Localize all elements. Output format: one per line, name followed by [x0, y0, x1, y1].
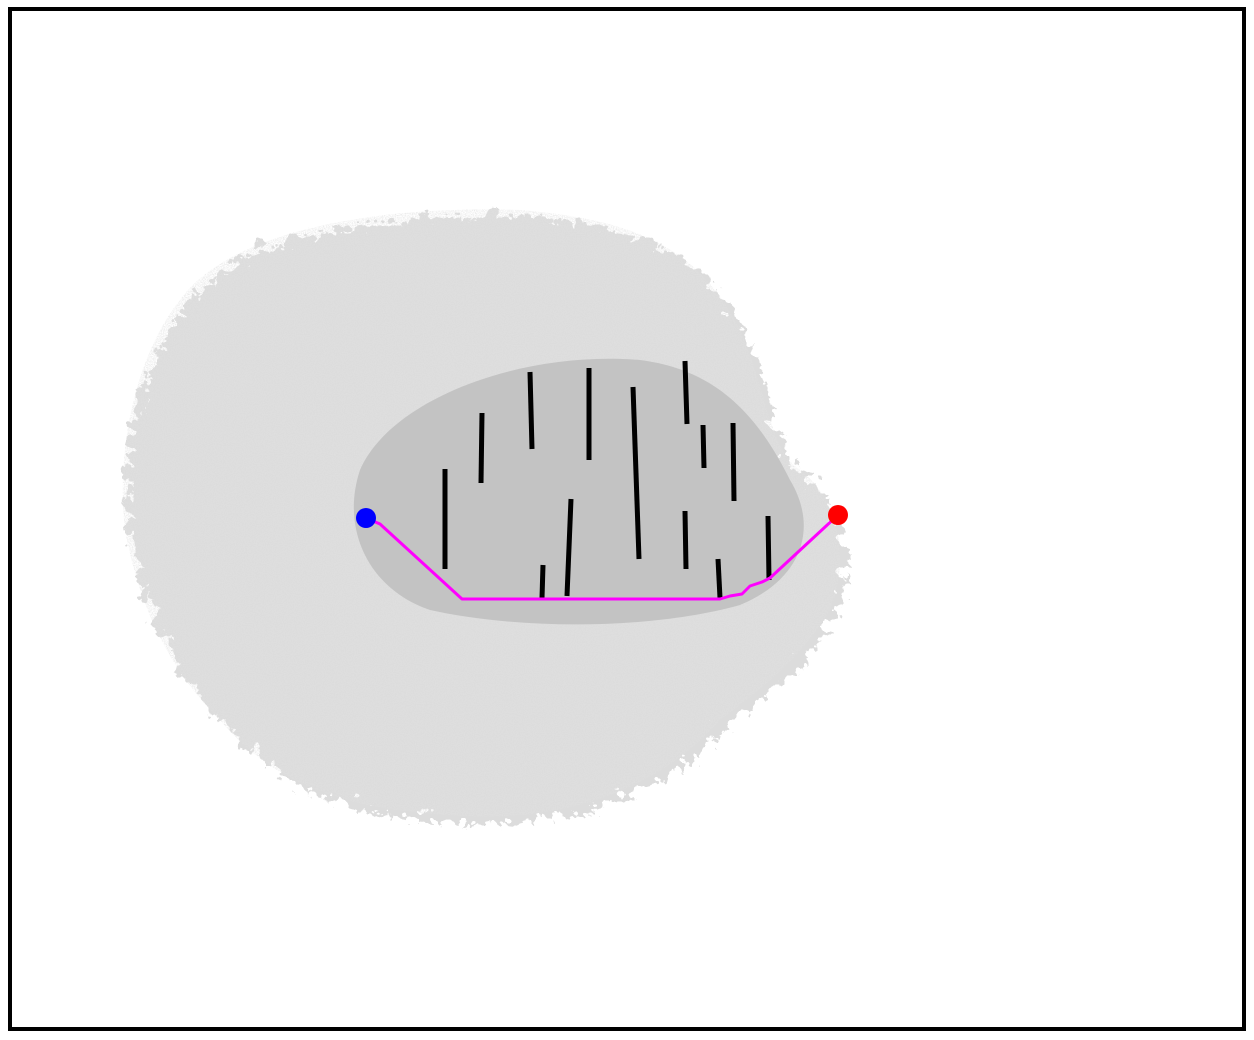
- goal-node: [828, 505, 848, 525]
- obstacle: [718, 559, 720, 598]
- obstacle: [542, 565, 543, 598]
- obstacle: [685, 511, 686, 569]
- obstacle: [703, 425, 704, 468]
- start-node: [356, 508, 376, 528]
- obstacle: [481, 413, 482, 483]
- obstacle: [530, 372, 532, 449]
- obstacle: [768, 516, 769, 580]
- obstacle: [733, 423, 734, 501]
- obstacle: [685, 361, 687, 424]
